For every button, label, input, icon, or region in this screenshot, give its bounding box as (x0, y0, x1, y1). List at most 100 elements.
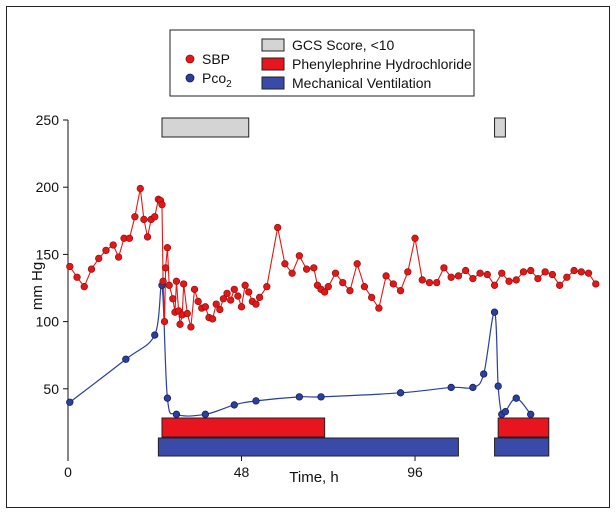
sbp-point (577, 268, 585, 276)
y-tick-label: 50 (43, 381, 59, 397)
ventilation-bar (494, 437, 550, 457)
y-tick-label: 200 (36, 179, 60, 195)
sbp-point (102, 246, 110, 255)
legend-ventilation-swatch (261, 76, 285, 90)
sbp-point (367, 293, 376, 302)
legend-ventilation-label: Mechanical Ventilation (292, 75, 431, 91)
sbp-point (212, 300, 220, 308)
sbp-point (534, 274, 542, 283)
y-tick-label: 250 (36, 112, 60, 128)
ventilation-bar (157, 437, 459, 457)
sbp-point (548, 270, 557, 279)
sbp-point (176, 320, 184, 328)
legend-sbp-label: SBP (202, 51, 230, 67)
sbp-point (136, 184, 144, 193)
pco2-point (151, 331, 159, 339)
sbp-point (404, 268, 412, 276)
sbp-point (505, 277, 513, 285)
sbp-point (131, 213, 139, 221)
sbp-point (158, 201, 166, 209)
sbp-point (165, 281, 173, 289)
sbp-point (140, 215, 148, 224)
sbp-point (527, 266, 535, 275)
sbp-point (163, 244, 172, 252)
pco2-point (172, 410, 181, 418)
sbp-point (274, 223, 282, 232)
sbp-point (201, 303, 210, 311)
sbp-point (360, 283, 369, 291)
sbp-point (109, 241, 117, 249)
pco2-point (396, 389, 405, 397)
y-axis-title: mm Hg (29, 262, 46, 310)
sbp-point (161, 264, 170, 272)
sbp-point (353, 260, 361, 268)
sbp-point (237, 303, 246, 311)
sbp-point (433, 278, 441, 287)
sbp-point (223, 289, 231, 298)
legend-pco2-marker (185, 73, 195, 83)
sbp-point (389, 280, 397, 288)
pco2-point (252, 397, 260, 405)
pco2-point (501, 407, 510, 416)
sbp-point (73, 273, 81, 281)
pco2-point (527, 410, 535, 418)
sbp-point (425, 278, 434, 287)
sbp-point (339, 278, 347, 287)
sbp-point (382, 272, 390, 280)
sbp-point (281, 260, 289, 268)
sbp-point (255, 293, 264, 302)
sbp-point (375, 304, 383, 312)
x-tick-label: 48 (234, 464, 250, 480)
gcs-bar (494, 117, 506, 138)
sbp-point (498, 269, 506, 277)
x-tick-label: 0 (64, 464, 72, 480)
sbp-point (219, 295, 228, 303)
pco2-point (480, 370, 488, 378)
sbp-point (555, 281, 564, 289)
pco2-point (317, 393, 325, 401)
pco2-point (490, 308, 499, 316)
sbp-point (331, 269, 340, 277)
lines-layer (69, 188, 597, 417)
legend-gcs-label: GCS Score, <10 (292, 37, 395, 53)
sbp-point (95, 254, 103, 263)
x-axis-title: Time, h (289, 469, 338, 486)
sbp-point (169, 295, 177, 303)
sbp-point (194, 297, 202, 306)
sbp-point (87, 265, 96, 273)
axes: 50 100 150 200 250 0 48 96 (36, 112, 423, 480)
sbp-point (321, 288, 329, 296)
phenylephrine-bar (497, 417, 550, 438)
sbp-point (469, 274, 477, 283)
sbp-point (512, 276, 520, 284)
x-tick-label: 96 (407, 464, 423, 480)
bars-layer (157, 117, 550, 457)
sbp-point (584, 269, 593, 277)
sbp-point (519, 268, 528, 276)
sbp-point (227, 296, 235, 304)
pco2-point (469, 383, 477, 392)
sbp-point (295, 252, 304, 260)
sbp-point (324, 283, 332, 291)
legend: SBP Pco2 GCS Score, <10 Phenylephrine Hy… (169, 29, 475, 97)
pco2-point (122, 355, 130, 363)
sbp-point (216, 305, 224, 314)
sbp-point (114, 253, 123, 261)
sbp-point (461, 266, 470, 275)
pco2-point (512, 394, 520, 402)
sbp-point (80, 283, 88, 291)
legend-phenylephrine-swatch (261, 57, 285, 71)
sbp-point (190, 285, 199, 293)
phenylephrine-bar (161, 417, 326, 438)
sbp-point (187, 323, 195, 331)
sbp-point (143, 233, 152, 241)
pco2-point (201, 410, 210, 418)
sbp-point (160, 317, 169, 326)
sbp-point (346, 287, 354, 295)
sbp-point (570, 266, 578, 275)
pco2-point (230, 401, 238, 409)
sbp-point (180, 280, 188, 288)
legend-box (169, 29, 475, 97)
legend-gcs-swatch (261, 38, 285, 52)
pco2-point (163, 394, 172, 402)
